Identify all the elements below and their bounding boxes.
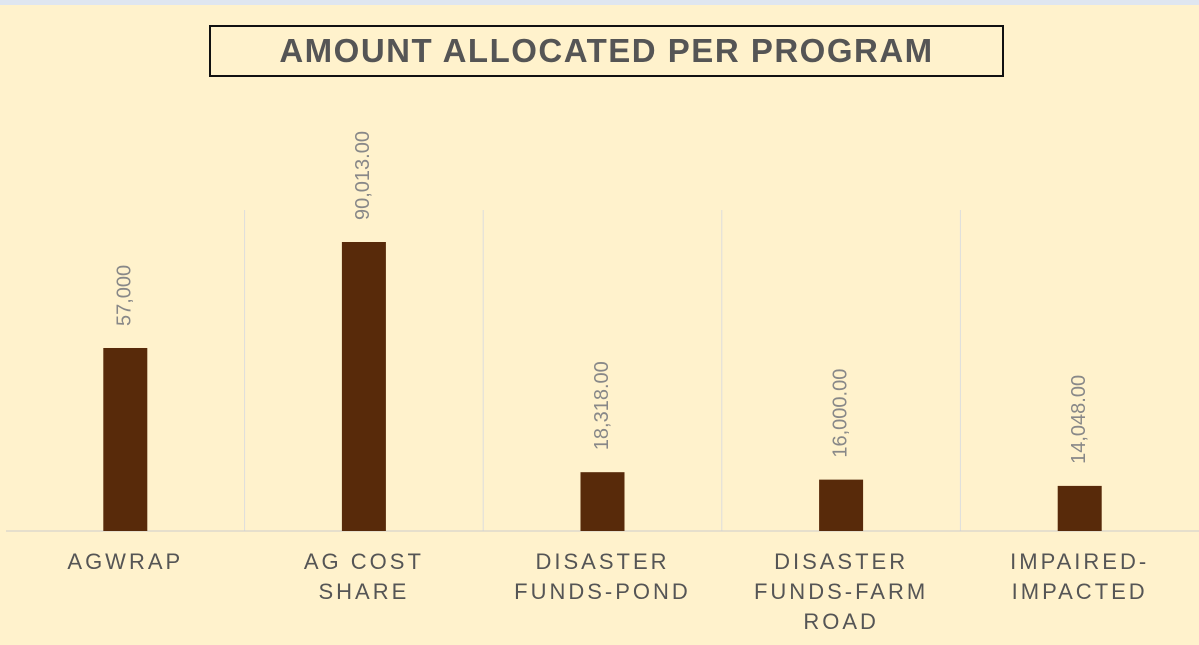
bar: [1057, 485, 1102, 531]
x-tick-label: IMPAIRED-IMPACTED: [1010, 549, 1150, 604]
x-tick-label: AGWRAP: [67, 549, 184, 574]
data-label: 90,013.00: [352, 131, 374, 220]
top-strip: [0, 0, 1199, 5]
bar: [819, 479, 864, 531]
x-tick-label: DISASTER FUNDS-POND: [514, 549, 691, 604]
chart-title: AMOUNT ALLOCATED PER PROGRAM: [209, 25, 1004, 77]
data-label: 57,000: [114, 265, 136, 326]
data-label: 14,048.00: [1068, 375, 1090, 464]
bar: [103, 347, 148, 531]
data-label: 16,000.00: [829, 369, 851, 458]
data-label: 18,318.00: [591, 361, 613, 450]
x-tick-label: DISASTER FUNDS-FARM ROAD: [753, 549, 929, 634]
bar: [341, 242, 386, 531]
bar: [580, 472, 625, 531]
x-tick-label: AG COST SHARE: [303, 549, 424, 604]
